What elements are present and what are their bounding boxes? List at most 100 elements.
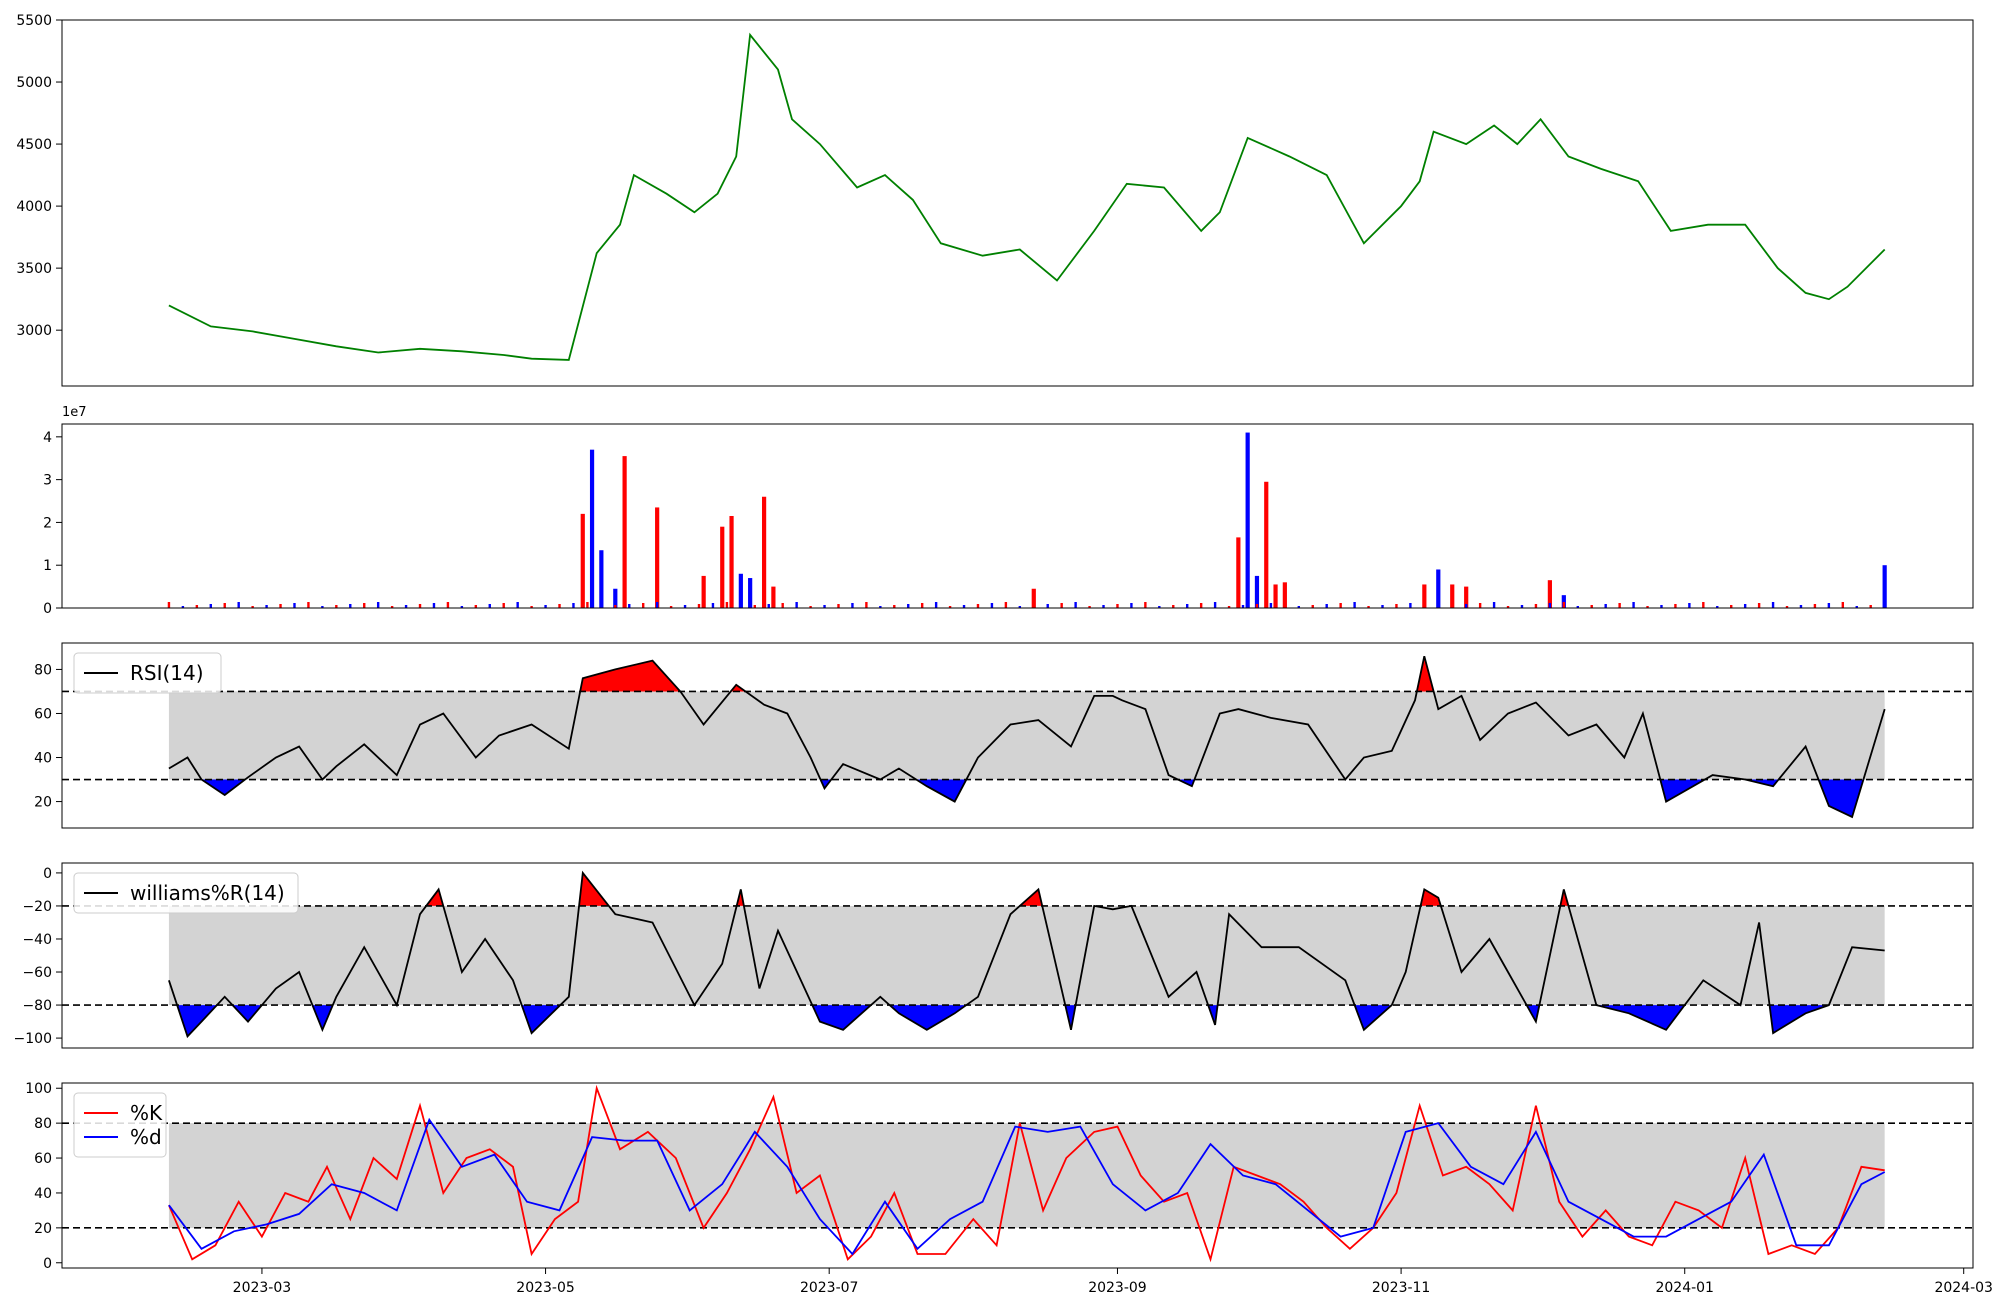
volume-bar-small	[195, 605, 199, 608]
axes-frame	[61, 642, 1974, 829]
volume-bar-small	[1869, 605, 1872, 608]
volume-bar-small	[1451, 605, 1454, 608]
legend: RSI(14)	[73, 652, 222, 694]
volume-bar-small	[767, 604, 770, 608]
volume-bar-small	[1604, 604, 1607, 608]
axes-frame	[61, 423, 1974, 609]
volume-bar-small	[1074, 602, 1077, 608]
volume-bar	[1422, 584, 1427, 608]
volume-bar	[1882, 565, 1887, 608]
volume-bar-small	[934, 602, 938, 608]
volume-bar-small	[711, 603, 715, 608]
volume-bar-small	[516, 602, 519, 608]
volume-bar-small	[167, 602, 171, 608]
volume-bar-small	[1771, 602, 1775, 608]
y-tick-label: 3500	[16, 261, 52, 277]
volume-bar-small	[725, 602, 729, 608]
y-tick-label: 4500	[16, 137, 52, 153]
volume-bar-small	[1130, 603, 1133, 608]
volume-bar	[1436, 569, 1441, 608]
volume-bar-small	[418, 604, 422, 608]
y-tick-label: 100	[25, 1081, 52, 1097]
volume-bar	[771, 586, 776, 608]
volume-bar-small	[1688, 603, 1691, 608]
legend: williams%R(14)	[73, 872, 299, 914]
volume-bar-small	[1116, 604, 1119, 608]
volume-bars	[167, 432, 1887, 608]
volume-bar	[613, 588, 618, 608]
volume-bar-small	[390, 606, 394, 608]
indicator-line	[168, 870, 1885, 1039]
volume-bar-small	[265, 605, 268, 608]
volume-bar-small	[1381, 605, 1384, 608]
volume-bar-small	[1437, 606, 1440, 608]
volume-bar-small	[376, 602, 380, 608]
y-tick-label: −100	[14, 1031, 52, 1047]
volume-bar-small	[1283, 602, 1287, 608]
indicator-line	[168, 1084, 1885, 1263]
volume-bar-small	[404, 605, 408, 608]
volume-bar-small	[879, 606, 882, 608]
volume-bar-small	[851, 603, 854, 608]
y-tick-label: 60	[34, 706, 52, 722]
volume-bar	[1273, 584, 1278, 608]
y-tick-label: 40	[34, 1186, 52, 1202]
volume-bar-small	[1757, 603, 1761, 608]
volume-bar-small	[279, 604, 282, 608]
y-tick-label: 80	[34, 1116, 52, 1132]
x-tick-label: 2023-07	[800, 1280, 859, 1296]
volume-bar-small	[363, 603, 366, 608]
volume-bar-small	[1269, 603, 1273, 608]
volume-bar	[729, 516, 734, 608]
volume-bar-small	[1883, 604, 1886, 608]
axes-frame	[61, 862, 1974, 1049]
volume-bar-small	[1186, 604, 1189, 608]
neutral-band	[168, 691, 1885, 780]
legend-label: %d	[130, 1125, 162, 1149]
volume-bar-small	[1227, 606, 1231, 608]
axes-frame	[61, 1082, 1974, 1269]
x-tick-label: 2023-09	[1088, 1280, 1147, 1296]
legend: %K%d	[73, 1092, 167, 1158]
y-tick-label: 3000	[16, 323, 52, 339]
y-tick-label: 5000	[16, 75, 52, 91]
volume-bar	[1547, 580, 1552, 608]
oversold-fill-group	[177, 1005, 1829, 1037]
volume-bar-small	[1353, 602, 1356, 608]
volume-bar-small	[739, 606, 743, 608]
volume-bar-small	[349, 604, 352, 608]
volume-bar-small	[488, 604, 491, 608]
volume-bar-small	[697, 604, 701, 608]
volume-bar-small	[1702, 602, 1705, 608]
volume-bar-small	[1046, 604, 1049, 608]
volume-bar-small	[893, 605, 896, 608]
volume-bar-small	[1088, 606, 1091, 608]
x-tick-label: 2023-11	[1372, 1280, 1431, 1296]
volume-bar-small	[1646, 606, 1649, 608]
volume-bar-small	[1199, 603, 1203, 608]
volume-bar-small	[1255, 604, 1259, 608]
y-tick-label: 40	[34, 751, 52, 767]
indicator-line	[168, 1117, 1886, 1256]
volume-bar-small	[446, 602, 450, 608]
volume-bar-small	[1158, 606, 1161, 608]
volume-bar-small	[572, 603, 575, 608]
volume-bar-small	[1799, 605, 1803, 608]
volume-bar	[589, 449, 595, 608]
volume-bar-small	[976, 604, 980, 608]
volume-bar-small	[1506, 606, 1510, 608]
volume-bar	[1561, 595, 1566, 608]
price-line	[168, 32, 1886, 361]
volume-bar-small	[990, 603, 994, 608]
volume-bar-small	[1409, 603, 1412, 608]
volume-bar	[599, 550, 604, 608]
y-tick-label: −80	[22, 998, 52, 1014]
y-tick-label: 20	[34, 795, 52, 811]
volume-bar-small	[1855, 606, 1858, 608]
volume-bar-small	[1562, 602, 1566, 608]
y-tick-label: 3	[43, 473, 52, 489]
oversold-fill-group	[201, 779, 1864, 817]
volume-bar-small	[1660, 605, 1663, 608]
volume-bar-small	[865, 602, 868, 608]
volume-bar-small	[181, 606, 185, 608]
